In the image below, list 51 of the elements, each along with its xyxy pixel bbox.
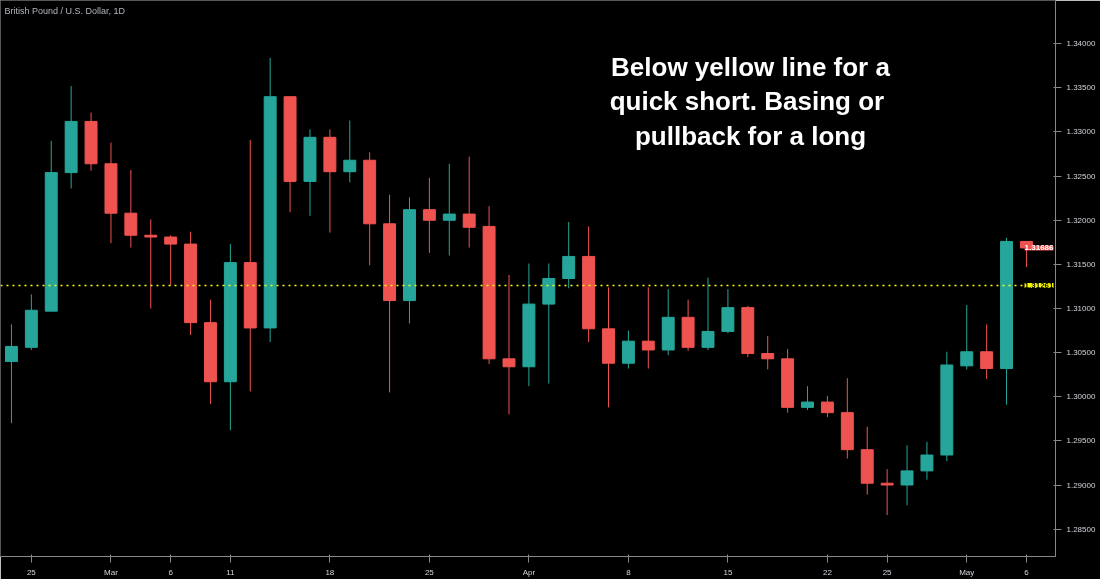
x-tick-label: 18 (325, 567, 335, 577)
candlestick (801, 385, 814, 411)
x-tick-label: 25 (424, 567, 435, 577)
candlestick (442, 163, 456, 257)
x-tick-label: Mar (104, 567, 119, 577)
x-tick-label: 25 (882, 567, 893, 577)
y-tick-label: 1.33500 (1066, 83, 1096, 93)
y-tick-label: 1.31000 (1066, 304, 1096, 314)
annotation: 1.31686 (1024, 243, 1055, 253)
y-tick-label: 1.29000 (1066, 480, 1096, 490)
candlestick (721, 288, 735, 334)
x-tick-label: 22 (822, 567, 833, 577)
y-tick-label: 1.29500 (1066, 436, 1096, 446)
text: British Pound / U.S. Dollar, 1D (4, 5, 126, 16)
y-tick-label: 1.30500 (1066, 348, 1096, 358)
x-tick-label: 11 (226, 567, 236, 577)
candlestick (502, 274, 516, 415)
x-tick-label: 6 (168, 567, 174, 577)
candlestick (960, 304, 974, 370)
candlestick (562, 221, 576, 289)
y-tick-label: 1.31500 (1066, 259, 1096, 269)
candlestick (641, 286, 655, 370)
candlestick (422, 177, 436, 254)
candlestick (900, 444, 914, 506)
y-tick-label: 1.30000 (1066, 392, 1096, 402)
x-tick-label: May (959, 567, 975, 577)
candlestick (4, 323, 18, 424)
y-tick-label: 1.34000 (1066, 39, 1096, 49)
x-tick-label: 6 (1024, 567, 1030, 577)
y-tick-label: 1.28500 (1066, 524, 1096, 534)
candlestick (701, 277, 715, 351)
x-tick-label: 25 (26, 567, 37, 577)
y-tick-label: 1.32000 (1066, 215, 1096, 225)
x-tick-label: 15 (723, 567, 733, 577)
annotation: Below yellow line for a quick short. Basing or pullback for a long (609, 51, 891, 151)
candlestick (462, 156, 476, 249)
candlestick (144, 218, 158, 310)
candlestick (124, 169, 138, 249)
x-tick-label: 8 (626, 567, 632, 577)
y-tick-label: 1.32500 (1066, 171, 1096, 181)
candlestick (343, 120, 357, 183)
ref-line-label: 1.31261 (1024, 280, 1055, 290)
candlestick (980, 323, 994, 380)
x-tick-label: Apr (522, 567, 536, 577)
candlestick (164, 234, 178, 287)
candlestick (920, 441, 934, 481)
candlestick (820, 395, 834, 418)
y-tick-label: 1.33000 (1066, 127, 1096, 137)
candlestick (880, 468, 894, 516)
candlestick (761, 335, 775, 370)
candlestick (621, 330, 635, 370)
